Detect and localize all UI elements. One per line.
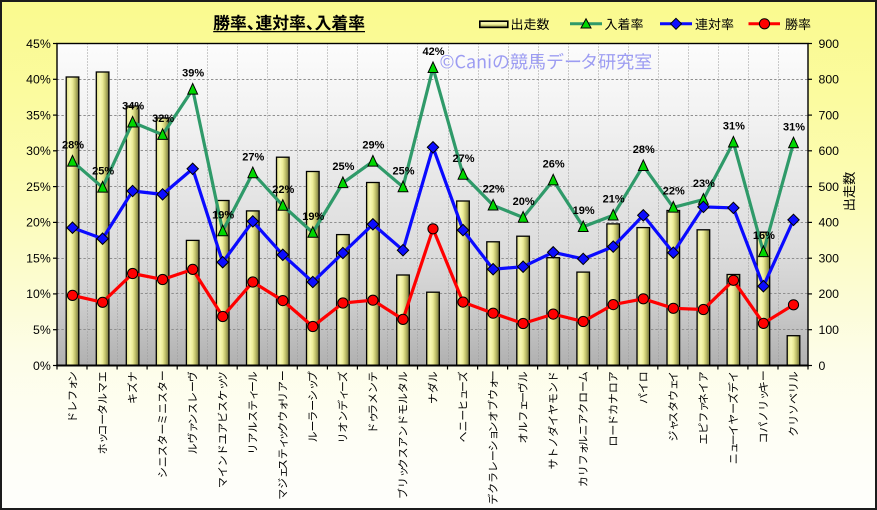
svg-text:34%: 34%	[122, 101, 144, 113]
svg-text:800: 800	[819, 73, 840, 87]
svg-text:28%: 28%	[62, 140, 84, 152]
svg-text:19%: 19%	[302, 211, 324, 223]
svg-text:27%: 27%	[242, 151, 264, 163]
svg-text:0%: 0%	[33, 359, 51, 373]
svg-text:600: 600	[819, 144, 840, 158]
svg-text:45%: 45%	[26, 37, 51, 51]
svg-text:25%: 25%	[92, 166, 114, 178]
svg-text:40%: 40%	[26, 73, 51, 87]
svg-text:22%: 22%	[663, 186, 685, 198]
svg-text:28%: 28%	[633, 144, 655, 156]
svg-text:100: 100	[819, 323, 840, 337]
svg-text:0: 0	[819, 359, 826, 373]
svg-text:500: 500	[819, 180, 840, 194]
svg-text:20%: 20%	[26, 216, 51, 230]
svg-text:15%: 15%	[26, 252, 51, 266]
svg-text:23%: 23%	[693, 178, 715, 190]
svg-text:400: 400	[819, 216, 840, 230]
svg-text:25%: 25%	[392, 165, 414, 177]
svg-text:16%: 16%	[753, 230, 775, 242]
svg-text:25%: 25%	[26, 180, 51, 194]
svg-text:200: 200	[819, 287, 840, 301]
svg-text:27%: 27%	[452, 153, 474, 165]
svg-text:21%: 21%	[603, 194, 625, 206]
svg-text:26%: 26%	[543, 159, 565, 171]
svg-text:22%: 22%	[272, 184, 294, 196]
svg-text:700: 700	[819, 108, 840, 122]
svg-text:35%: 35%	[26, 108, 51, 122]
svg-text:19%: 19%	[212, 209, 234, 221]
svg-text:25%: 25%	[332, 161, 354, 173]
svg-text:10%: 10%	[26, 287, 51, 301]
svg-text:5%: 5%	[33, 323, 51, 337]
svg-text:20%: 20%	[513, 196, 535, 208]
svg-text:30%: 30%	[26, 144, 51, 158]
svg-text:900: 900	[819, 37, 840, 51]
svg-text:31%: 31%	[723, 121, 745, 133]
svg-text:22%: 22%	[483, 184, 505, 196]
svg-text:300: 300	[819, 252, 840, 266]
svg-text:29%: 29%	[362, 140, 384, 152]
svg-text:19%: 19%	[573, 205, 595, 217]
svg-text:31%: 31%	[783, 121, 805, 133]
svg-text:32%: 32%	[152, 113, 174, 125]
svg-text:42%: 42%	[422, 46, 444, 58]
svg-text:39%: 39%	[182, 68, 204, 80]
